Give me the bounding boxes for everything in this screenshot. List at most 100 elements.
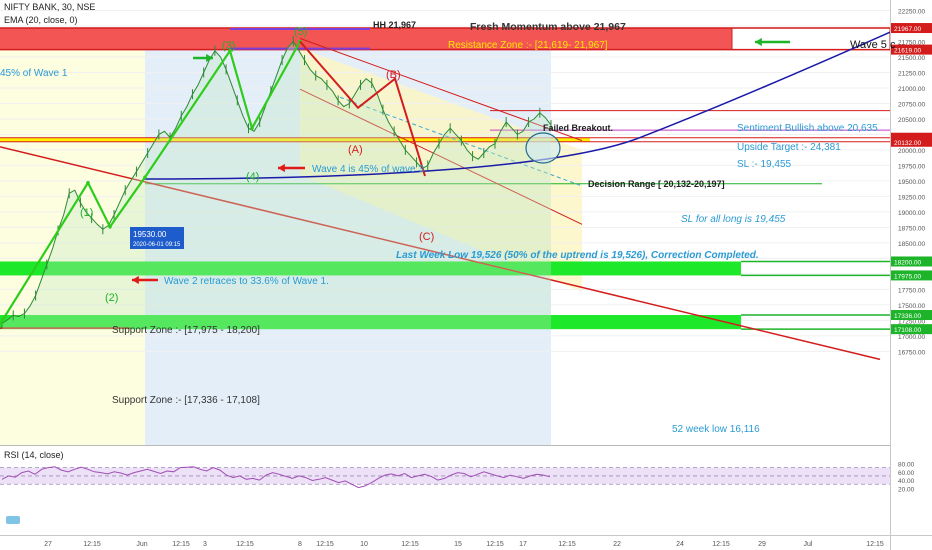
price-tick: 17250.00 (898, 318, 925, 325)
price-tick: 19500.00 (898, 179, 925, 186)
wave-path-red (299, 40, 426, 177)
price-tag-label: 17975.00 (894, 273, 921, 280)
price-tick: 21000.00 (898, 86, 925, 93)
price-tag-label: 21619.00 (894, 48, 921, 55)
wave5-label: Wave 5 c (850, 39, 896, 51)
price-pane (0, 10, 890, 361)
price-tick: 22250.00 (898, 9, 925, 16)
time-tick: 12:15 (558, 541, 576, 548)
time-tick: 12:15 (316, 541, 334, 548)
time-tick: 27 (44, 541, 52, 548)
week52-label: 52 week low 16,116 (672, 424, 760, 435)
arrow-wave2-head (132, 275, 139, 285)
rsi-line (1, 466, 551, 489)
support2-label: Support Zone :- [17,336 - 17,108] (112, 395, 260, 406)
time-axis[interactable]: 27 12:15 Jun 12:15 3 12:15 8 12:15 10 12:15 15 12:1… (44, 541, 884, 548)
price-line (1, 40, 552, 324)
price-tick: 17500.00 (898, 303, 925, 310)
crosshair-tag (130, 227, 184, 249)
time-tick: Jul (804, 541, 813, 548)
time-tick: 3 (203, 541, 207, 548)
time-tick: 12:15 (866, 541, 884, 548)
price-tick: 18500.00 (898, 241, 925, 248)
wave-label-1: (1) (80, 207, 93, 219)
support1-label: Support Zone :- [17,975 - 18,200] (112, 325, 260, 336)
time-tick: 29 (758, 541, 766, 548)
wave-label-c: (C) (419, 231, 434, 243)
support-zone-1 (0, 261, 741, 276)
failed-breakout-circle (525, 132, 561, 164)
price-tag-box (891, 256, 932, 267)
symbol-title[interactable]: NIFTY BANK, 30, NSE (4, 2, 96, 12)
watermark-icon (6, 516, 20, 524)
trend-line-red (0, 146, 881, 361)
wave-point (108, 224, 112, 229)
price-axis[interactable]: 22250.0022000.0021750.0021500.0021250.00… (891, 9, 932, 494)
rsi-pane (0, 466, 890, 489)
time-tick: 12:15 (236, 541, 254, 548)
rsi-tick: 60.00 (898, 470, 915, 477)
wave-label-a: (A) (348, 144, 363, 156)
sl-long-label: SL for all long is 19,455 (681, 214, 786, 225)
arrow-wave4-head (278, 163, 285, 173)
price-tag-label: 17108.00 (894, 327, 921, 334)
time-tick: 12:15 (172, 541, 190, 548)
wave-label-b: (B) (386, 69, 401, 81)
annotation-layer: HH 21,967 Fresh Momentum above 21,967 Resi… (0, 20, 896, 524)
price-tick: 17000.00 (898, 334, 925, 341)
price-tick: 20750.00 (898, 101, 925, 108)
wave-label-2: (2) (105, 292, 118, 304)
price-tick: 19000.00 (898, 210, 925, 217)
wave1-percent-label: 45% of Wave 1 (0, 68, 68, 79)
channel-top (299, 37, 583, 142)
price-tick: 21500.00 (898, 55, 925, 62)
failed-breakout-label: Failed Breakout. (543, 123, 613, 133)
resistance-zone (0, 28, 732, 50)
price-area (2, 41, 551, 330)
arrow-wave5-head (755, 37, 762, 47)
time-tick: 12:15 (401, 541, 419, 548)
time-tick: 15 (454, 541, 462, 548)
wave-point (143, 175, 147, 179)
time-tick: 8 (298, 541, 302, 548)
price-tick: 19750.00 (898, 163, 925, 170)
channel-bottom (299, 88, 583, 225)
price-tag-label: 17336.00 (894, 313, 921, 320)
price-tick: 16750.00 (898, 349, 925, 356)
arc-projection (142, 31, 890, 180)
price-tag-label: 20132.00 (894, 140, 921, 147)
price-tag-box (891, 23, 932, 34)
time-tick: 12:15 (486, 541, 504, 548)
price-tag-box (891, 44, 932, 55)
hh-label: HH 21,967 (373, 20, 416, 30)
price-tag-label: 21967.00 (894, 26, 921, 33)
crosshair-date: 2020-06-01 09:15 (133, 242, 181, 248)
upside-target-label: Upside Target :- 24,381 (737, 142, 841, 153)
time-tick: 10 (360, 541, 368, 548)
rsi-tick: 40.00 (898, 478, 915, 485)
price-tick: 19250.00 (898, 194, 925, 201)
fresh-momentum-label: Fresh Momentum above 21,967 (470, 21, 626, 33)
wave-label-3: (3) (222, 40, 235, 52)
wave2-retrace-label: Wave 2 retraces to 33.6% of Wave 1. (164, 276, 329, 287)
decision-range-label: Decision Range [ 20,132-20,197] (588, 179, 725, 189)
rsi-legend[interactable]: RSI (14, close) (4, 450, 64, 460)
wave-point (228, 48, 232, 53)
time-tick: 17 (519, 541, 527, 548)
resistance-zone-label: Resistance Zone :- [21,619- 21,967] (448, 40, 608, 51)
price-tick: 20000.00 (898, 148, 925, 155)
rsi-tick: 20.00 (898, 486, 915, 493)
wave-point (0, 321, 3, 326)
time-tick: Jun (136, 541, 147, 548)
time-tick: 12:15 (83, 541, 101, 548)
ema-legend[interactable]: EMA (20, close, 0) (4, 15, 78, 25)
support-zone-2 (0, 315, 741, 330)
sentiment-label: Sentiment Bullish above 20,635 (737, 123, 878, 134)
price-tag-box (891, 310, 932, 321)
price-tick: 20500.00 (898, 117, 925, 124)
time-tick: 22 (613, 541, 621, 548)
price-tick: 18750.00 (898, 225, 925, 232)
rsi-tick: 80.00 (898, 462, 915, 469)
price-tag-box (891, 324, 932, 335)
